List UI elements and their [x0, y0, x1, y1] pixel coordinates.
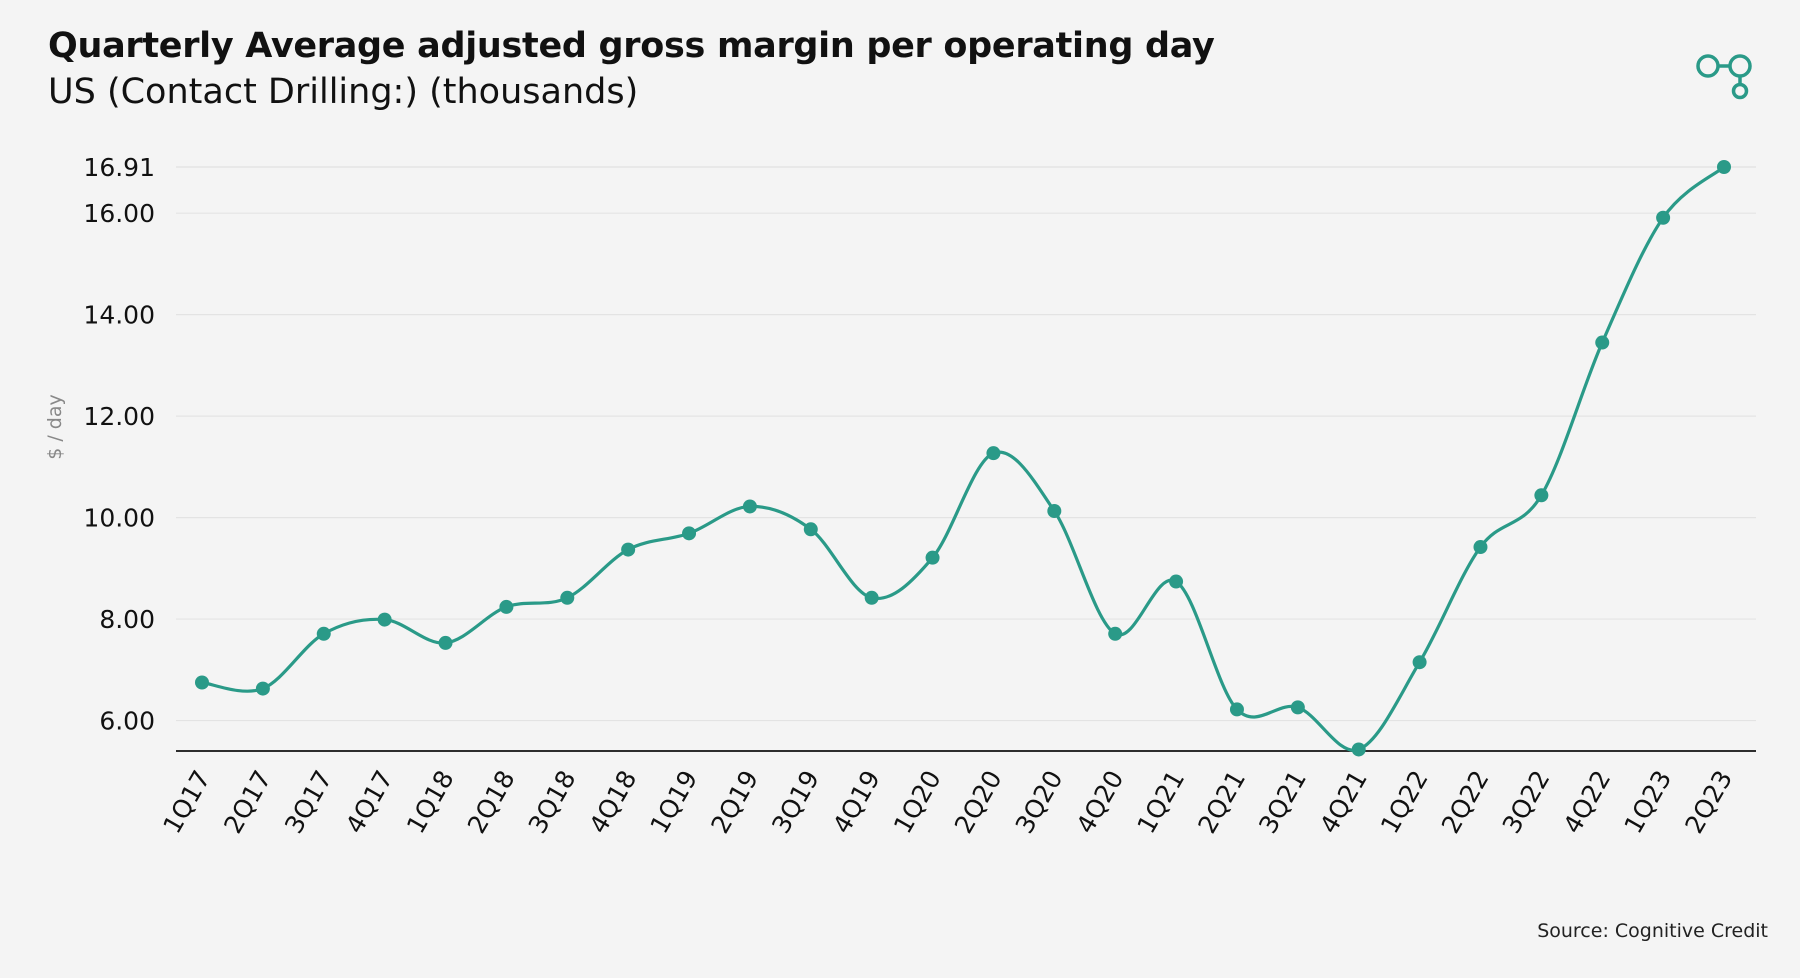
y-tick-label: 16.91 — [83, 153, 155, 182]
data-point — [1108, 626, 1123, 641]
x-tick-label: 3Q21 — [1253, 766, 1312, 839]
x-axis-ticks: 1Q17 2Q17 3Q17 4Q17 1Q18 2Q18 3Q18 4Q18 1Q19 2Q19… — [157, 766, 1738, 839]
x-tick-label: 1Q20 — [888, 766, 947, 839]
data-point — [1351, 742, 1366, 757]
y-tick-label: 10.00 — [83, 504, 155, 533]
x-tick-label: 4Q20 — [1071, 766, 1130, 839]
data-point — [255, 681, 270, 696]
x-tick-label: 4Q17 — [340, 766, 399, 839]
x-tick-label: 1Q22 — [1375, 766, 1434, 839]
y-axis-label: $ / day — [44, 394, 66, 460]
x-tick-label: 4Q19 — [827, 766, 886, 839]
linked-circles-logo-icon — [1696, 54, 1752, 100]
x-tick-label: 3Q19 — [766, 766, 825, 839]
data-point — [195, 675, 209, 690]
data-point — [438, 635, 453, 650]
data-point — [742, 499, 757, 514]
x-tick-label: 3Q17 — [279, 766, 338, 839]
data-point — [1290, 700, 1305, 715]
y-axis-label-group: $ / day — [44, 394, 66, 460]
x-tick-label: 1Q21 — [1131, 766, 1190, 839]
data-point — [621, 542, 636, 557]
y-axis-ticks: 6.00 8.00 10.00 12.00 14.00 16.00 16.91 — [83, 153, 155, 736]
data-point — [986, 446, 1001, 461]
data-point — [1229, 702, 1244, 717]
data-point — [1169, 574, 1184, 589]
x-tick-label: 2Q17 — [218, 766, 277, 839]
data-point — [499, 599, 514, 614]
x-tick-label: 3Q18 — [523, 766, 582, 839]
x-tick-label: 4Q22 — [1558, 766, 1617, 839]
y-tick-label: 6.00 — [99, 707, 155, 736]
series-line — [200, 165, 1726, 752]
data-point — [1534, 488, 1549, 503]
data-point — [1595, 335, 1610, 350]
x-tick-label: 1Q18 — [401, 766, 460, 839]
x-tick-label: 1Q23 — [1618, 766, 1677, 839]
data-point — [377, 612, 392, 627]
data-point — [1047, 504, 1062, 519]
data-point — [1717, 160, 1731, 174]
x-tick-label: 2Q19 — [705, 766, 764, 839]
x-tick-label: 1Q17 — [157, 766, 216, 839]
series-group — [195, 160, 1731, 757]
chart-subtitle: US (Contact Drilling:) (thousands) — [48, 72, 639, 112]
chart-title: Quarterly Average adjusted gross margin … — [48, 26, 1215, 66]
y-tick-label: 8.00 — [99, 605, 155, 634]
data-point — [1656, 210, 1671, 225]
x-tick-label: 3Q20 — [1010, 766, 1069, 839]
data-point — [803, 522, 818, 537]
x-tick-label: 2Q21 — [1192, 766, 1251, 839]
y-tick-label: 12.00 — [83, 402, 155, 431]
data-point — [682, 526, 697, 541]
x-tick-label: 1Q19 — [644, 766, 703, 839]
source-note: Source: Cognitive Credit — [1537, 920, 1768, 942]
data-point — [316, 626, 331, 641]
x-tick-label: 2Q23 — [1679, 766, 1738, 839]
data-point — [925, 550, 940, 565]
data-point — [560, 590, 575, 605]
x-tick-label: 2Q20 — [949, 766, 1008, 839]
y-tick-label: 14.00 — [83, 301, 155, 330]
x-tick-label: 4Q18 — [584, 766, 643, 839]
gridlines — [176, 166, 1756, 722]
y-tick-label: 16.00 — [83, 199, 155, 228]
x-tick-label: 4Q21 — [1314, 766, 1373, 839]
data-point — [1412, 655, 1427, 670]
data-point — [1473, 540, 1488, 555]
x-tick-label: 2Q22 — [1436, 766, 1495, 839]
data-point — [864, 590, 879, 605]
x-tick-label: 3Q22 — [1497, 766, 1556, 839]
x-tick-label: 2Q18 — [462, 766, 521, 839]
